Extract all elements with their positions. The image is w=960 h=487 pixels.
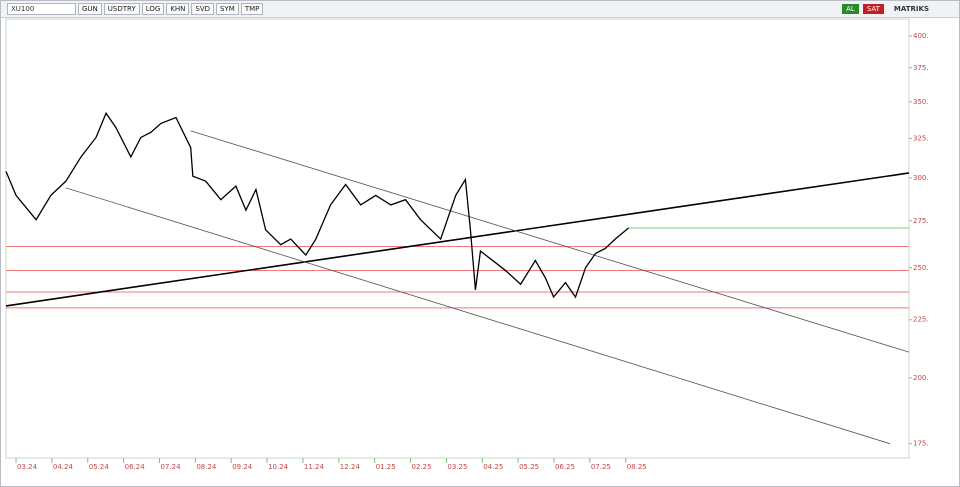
toolbar: XU100 GUN USDTRY LOG KHN SVD SYM TMP AL SAT MA… [1, 1, 959, 18]
x-tick-label: 01.25 [376, 463, 396, 471]
x-tick-label: 08.25 [627, 463, 647, 471]
x-tick-label: 05.25 [519, 463, 539, 471]
y-tick-label: 200. [913, 374, 929, 382]
x-tick-label: 04.25 [483, 463, 503, 471]
plot-frame [5, 18, 910, 459]
trend-line [5, 172, 910, 307]
y-tick-label: 175. [913, 440, 929, 448]
y-tick-label: 275. [913, 217, 929, 225]
buy-button[interactable]: AL [842, 4, 859, 14]
toolbar-button[interactable]: SYM [216, 3, 239, 15]
x-tick-label: 06.24 [125, 463, 146, 471]
toolbar-button[interactable]: USDTRY [103, 3, 140, 15]
x-tick-label: 08.24 [196, 463, 217, 471]
symbol-box[interactable]: XU100 [7, 3, 76, 15]
x-tick-label: 03.25 [447, 463, 467, 471]
trend-line [190, 130, 910, 353]
y-tick-label: 400. [913, 32, 929, 40]
toolbar-button[interactable]: LOG [141, 3, 165, 15]
x-tick-label: 11.24 [304, 463, 325, 471]
toolbar-button[interactable]: TMP [240, 3, 264, 15]
x-tick-label: 07.24 [160, 463, 181, 471]
button-group: GUN USDTRY LOG KHN SVD SYM TMP [76, 3, 264, 15]
trend-line [65, 187, 891, 445]
x-tick-label: 10.24 [268, 463, 289, 471]
brand: MATRIKS [893, 5, 929, 13]
y-tick-label: 375. [913, 64, 929, 72]
y-tick-label: 300. [913, 174, 929, 182]
y-tick-label: 325. [913, 134, 929, 142]
x-tick-label: 03.24 [17, 463, 38, 471]
toolbar-button[interactable]: KHN [166, 3, 190, 15]
toolbar-button[interactable]: GUN [78, 3, 102, 15]
x-tick-label: 02.25 [412, 463, 432, 471]
x-tick-label: 05.24 [89, 463, 110, 471]
sell-button[interactable]: SAT [862, 4, 884, 14]
x-tick-label: 12.24 [340, 463, 361, 471]
price-line [5, 111, 629, 299]
y-tick-label: 250. [913, 264, 929, 272]
x-tick-label: 07.25 [591, 463, 611, 471]
right-group: AL SAT MATRIKS [838, 4, 929, 14]
y-tick-label: 225. [913, 316, 929, 324]
x-tick-label: 06.25 [555, 463, 575, 471]
y-tick-label: 350. [913, 98, 929, 106]
toolbar-button[interactable]: SVD [191, 3, 215, 15]
x-tick-label: 04.24 [53, 463, 74, 471]
x-tick-label: 09.24 [232, 463, 253, 471]
